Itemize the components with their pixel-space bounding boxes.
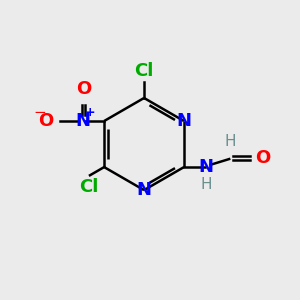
Text: Cl: Cl xyxy=(134,62,154,80)
Text: N: N xyxy=(199,158,214,176)
Text: O: O xyxy=(76,80,91,98)
Text: H: H xyxy=(225,134,236,149)
Text: N: N xyxy=(76,112,91,130)
Text: H: H xyxy=(200,177,212,192)
Text: N: N xyxy=(136,181,152,199)
Text: O: O xyxy=(38,112,53,130)
Text: −: − xyxy=(34,105,46,120)
Text: Cl: Cl xyxy=(79,178,98,196)
Text: +: + xyxy=(85,106,95,119)
Text: N: N xyxy=(176,112,191,130)
Text: O: O xyxy=(255,149,270,167)
